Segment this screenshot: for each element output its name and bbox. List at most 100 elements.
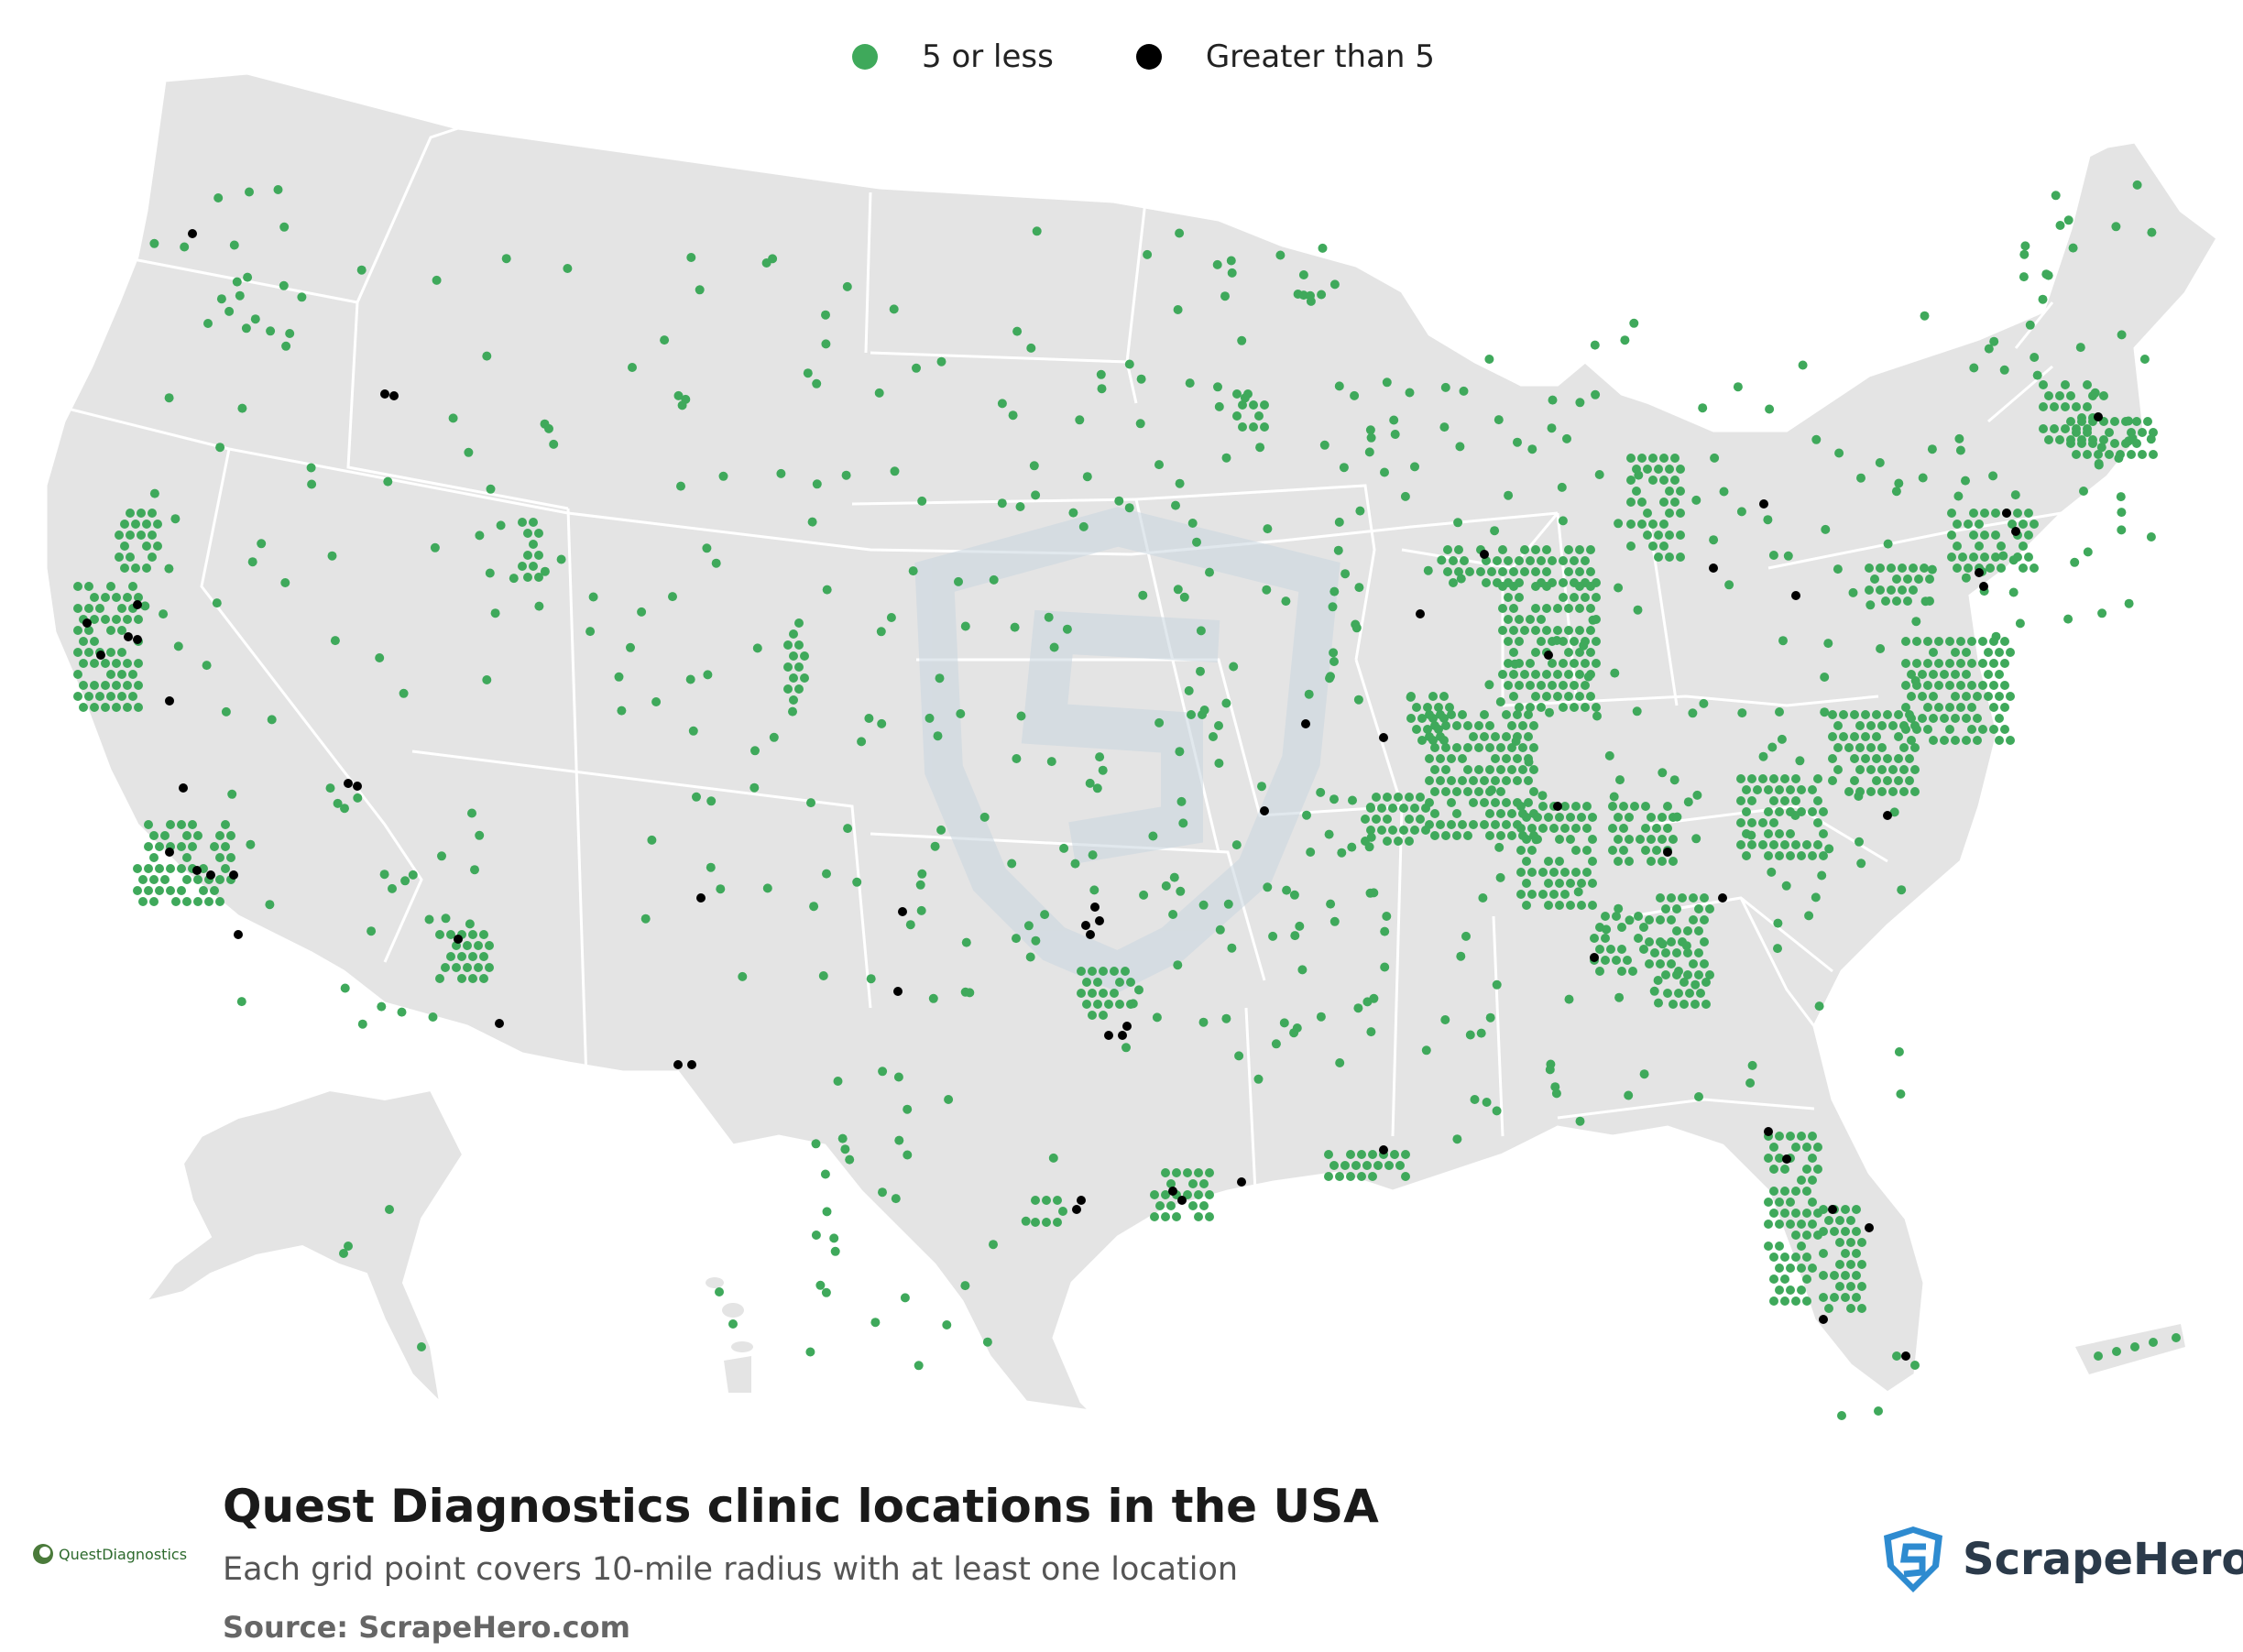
green-location-dot	[1691, 495, 1701, 505]
green-location-dot	[1645, 959, 1654, 968]
green-location-dot	[1601, 956, 1610, 965]
green-location-dot	[1469, 732, 1478, 741]
green-location-dot	[1887, 585, 1896, 595]
green-location-dot	[1306, 848, 1316, 857]
green-location-dot	[1872, 776, 1881, 785]
green-location-dot	[1025, 952, 1035, 962]
green-location-dot	[1509, 670, 1518, 679]
green-location-dot	[106, 582, 115, 591]
green-location-dot	[1527, 444, 1537, 454]
green-location-dot	[1667, 959, 1676, 968]
green-location-dot	[144, 820, 153, 829]
green-location-dot	[1945, 725, 1954, 734]
green-location-dot	[138, 897, 148, 906]
green-location-dot	[1835, 1216, 1844, 1225]
green-location-dot	[2099, 391, 2108, 400]
green-location-dot	[1522, 835, 1531, 844]
green-location-dot	[1791, 1253, 1800, 1262]
green-location-dot	[1110, 989, 1119, 998]
green-location-dot	[1515, 637, 1524, 646]
green-location-dot	[1797, 1220, 1806, 1229]
green-location-dot	[1964, 563, 1973, 573]
green-location-dot	[852, 877, 862, 887]
puerto-rico-landmass	[2075, 1324, 2185, 1374]
green-location-dot	[149, 853, 159, 862]
green-location-dot	[685, 674, 695, 684]
green-location-dot	[1516, 824, 1526, 833]
green-location-dot	[1592, 659, 1601, 668]
green-location-dot	[1614, 835, 1623, 844]
green-location-dot	[1986, 563, 1995, 573]
green-location-dot	[1082, 978, 1091, 987]
green-location-dot	[1808, 1132, 1817, 1141]
green-location-dot	[1372, 793, 1381, 802]
green-location-dot	[1991, 509, 2000, 518]
green-location-dot	[811, 1231, 821, 1240]
green-location-dot	[1582, 802, 1592, 811]
green-location-dot	[1175, 747, 1185, 757]
green-location-dot	[281, 341, 291, 351]
green-location-dot	[1093, 978, 1102, 987]
green-location-dot	[1956, 659, 1965, 668]
green-location-dot	[1780, 1165, 1789, 1174]
green-location-dot	[1956, 637, 1965, 646]
green-location-dot	[1980, 509, 1989, 518]
green-location-dot	[1538, 868, 1548, 877]
green-location-dot	[749, 782, 760, 793]
green-location-dot	[1023, 921, 1034, 931]
green-location-dot	[534, 551, 543, 560]
green-location-dot	[1901, 681, 1910, 690]
green-location-dot	[1663, 802, 1672, 811]
green-location-dot	[1645, 937, 1654, 946]
green-location-dot	[120, 542, 129, 551]
green-location-dot	[1318, 243, 1328, 253]
green-location-dot	[1780, 796, 1789, 805]
green-location-dot	[117, 648, 126, 657]
green-location-dot	[106, 648, 115, 657]
green-location-dot	[1169, 872, 1179, 882]
green-location-dot	[1010, 622, 1020, 632]
green-location-dot	[1428, 736, 1438, 745]
green-location-dot	[1764, 1154, 1773, 1163]
green-location-dot	[1537, 703, 1546, 712]
green-location-dot	[1901, 725, 1910, 734]
green-location-dot	[1984, 692, 1993, 701]
green-location-dot	[1912, 637, 1921, 646]
green-location-dot	[1526, 556, 1535, 565]
green-location-dot	[1559, 578, 1568, 587]
green-location-dot	[523, 529, 532, 538]
black-location-dot	[1416, 609, 1425, 618]
green-location-dot	[1490, 526, 1500, 536]
green-location-dot	[1995, 670, 2004, 679]
green-location-dot	[1623, 956, 1632, 965]
green-location-dot	[1973, 736, 1982, 745]
green-location-dot	[1434, 725, 1443, 734]
green-location-dot	[1570, 593, 1579, 602]
green-location-dot	[1837, 1411, 1846, 1420]
green-location-dot	[1775, 1264, 1784, 1273]
green-location-dot	[1482, 1098, 1492, 1107]
green-location-dot	[273, 185, 283, 194]
green-location-dot	[1786, 1198, 1795, 1207]
green-location-dot	[1852, 1227, 1861, 1236]
green-location-dot	[1161, 881, 1171, 891]
green-location-dot	[1560, 868, 1570, 877]
green-location-dot	[204, 897, 213, 906]
green-location-dot	[1791, 796, 1800, 805]
green-location-dot	[894, 1135, 904, 1145]
green-location-dot	[123, 659, 132, 668]
green-location-dot	[1447, 710, 1456, 719]
green-location-dot	[1526, 703, 1535, 712]
green-location-dot	[1515, 556, 1524, 565]
green-location-dot	[1846, 1260, 1855, 1269]
green-location-dot	[1115, 1000, 1124, 1009]
green-location-dot	[1841, 1205, 1850, 1214]
green-location-dot	[2072, 402, 2081, 411]
green-location-dot	[73, 582, 82, 591]
green-location-dot	[1797, 1242, 1806, 1251]
green-location-dot	[1775, 1154, 1784, 1163]
green-location-dot	[246, 839, 256, 849]
green-location-dot	[706, 796, 717, 806]
green-location-dot	[1775, 1220, 1784, 1229]
green-location-dot	[1271, 1039, 1281, 1049]
